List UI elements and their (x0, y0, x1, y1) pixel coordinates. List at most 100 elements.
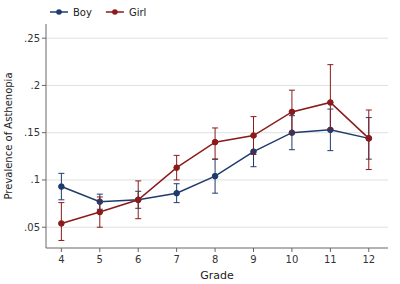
x-axis-label: Grade (200, 269, 234, 282)
point (59, 221, 65, 227)
series-line (61, 102, 368, 223)
error-cap (58, 199, 64, 200)
error-cap (289, 133, 295, 134)
error-cap (135, 180, 141, 181)
point (174, 190, 180, 196)
error-bar (289, 90, 295, 133)
series-line (61, 130, 368, 202)
y-tick-label: .05 (24, 222, 40, 233)
error-cap (174, 183, 180, 184)
error-bar (174, 184, 180, 203)
point (135, 197, 141, 203)
grid-line (46, 85, 388, 86)
error-bar (58, 173, 64, 199)
error-cap (58, 202, 64, 203)
legend-label: Boy (73, 7, 92, 18)
error-cap (366, 169, 372, 170)
error-bar (58, 203, 64, 241)
y-tick-label: .2 (30, 80, 40, 91)
legend-label: Girl (129, 7, 146, 18)
x-tick-label: 6 (135, 254, 141, 265)
point (289, 109, 295, 115)
error-bar (97, 197, 103, 227)
error-cap (174, 155, 180, 156)
y-tick (42, 85, 46, 86)
error-cap (97, 196, 103, 197)
y-tick (42, 227, 46, 228)
point (174, 165, 180, 171)
y-tick (42, 179, 46, 180)
x-axis: 4 5 6 7 8 9 10 11 12 (46, 248, 388, 265)
point (212, 173, 218, 179)
error-stem (330, 65, 331, 129)
x-tick (368, 248, 369, 252)
x-tick (176, 248, 177, 252)
point (59, 184, 65, 190)
series (58, 109, 371, 209)
y-tick-label: .1 (30, 174, 40, 185)
error-cap (212, 193, 218, 194)
error-bar (327, 65, 333, 129)
error-cap (366, 110, 372, 111)
series (58, 65, 371, 241)
x-tick (253, 248, 254, 252)
y-axis-line (46, 24, 47, 248)
point (328, 100, 334, 106)
error-cap (135, 218, 141, 219)
error-bar (174, 155, 180, 180)
x-tick-label: 11 (324, 254, 337, 265)
y-tick-label: .25 (24, 33, 40, 44)
point (97, 209, 103, 215)
chart: .05 .1 .15 .2 .25 4 5 6 7 8 9 10 11 12 Grade Prevalence… (0, 0, 400, 284)
point (366, 136, 372, 142)
grid-line (46, 179, 388, 180)
grid-line (46, 38, 388, 39)
x-tick (330, 248, 331, 252)
legend-item: Girl (106, 7, 146, 18)
legend-item: Boy (50, 7, 92, 18)
x-tick-label: 5 (97, 254, 103, 265)
y-tick (42, 38, 46, 39)
error-cap (327, 64, 333, 65)
y-axis-label: Prevalence of Asthenopia (3, 72, 14, 199)
error-bar (135, 181, 141, 219)
error-cap (58, 240, 64, 241)
error-cap (327, 128, 333, 129)
x-tick-label: 12 (362, 254, 375, 265)
y-tick-label: .15 (24, 127, 40, 138)
x-tick (215, 248, 216, 252)
x-axis-line (46, 248, 388, 249)
error-bar (251, 117, 257, 155)
error-cap (212, 127, 218, 128)
point (135, 197, 141, 203)
grid-line (46, 227, 388, 228)
error-cap (327, 150, 333, 151)
point (366, 136, 372, 142)
error-cap (212, 159, 218, 160)
error-cap (97, 227, 103, 228)
error-cap (251, 116, 257, 117)
error-cap (289, 149, 295, 150)
error-cap (251, 154, 257, 155)
point (251, 133, 257, 139)
error-cap (174, 179, 180, 180)
error-bar (212, 159, 218, 193)
x-tick-label: 8 (212, 254, 218, 265)
error-cap (174, 202, 180, 203)
x-tick (291, 248, 292, 252)
y-tick (42, 132, 46, 133)
legend: Boy Girl (50, 7, 146, 18)
x-tick-label: 10 (286, 254, 299, 265)
legend-marker (112, 9, 118, 15)
error-cap (58, 173, 64, 174)
x-tick-label: 9 (250, 254, 256, 265)
error-cap (212, 159, 218, 160)
legend-marker (56, 9, 62, 15)
x-tick-label: 7 (173, 254, 179, 265)
grid-line (46, 132, 388, 133)
x-tick-label: 4 (58, 254, 64, 265)
y-axis: .05 .1 .15 .2 .25 (24, 24, 388, 248)
error-bar (212, 128, 218, 159)
error-bar (366, 110, 372, 170)
x-tick (99, 248, 100, 252)
